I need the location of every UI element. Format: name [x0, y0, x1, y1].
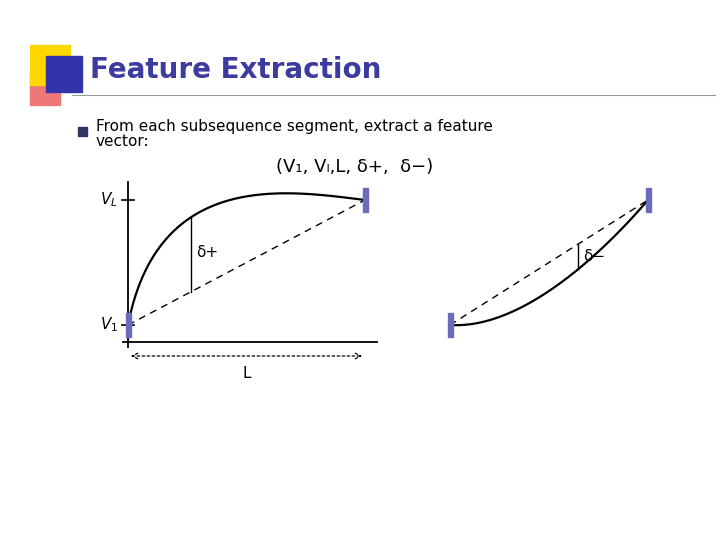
Bar [448, 313, 453, 337]
Text: From each subsequence segment, extract a feature: From each subsequence segment, extract a… [96, 119, 493, 134]
Bar [646, 188, 651, 212]
Bar [126, 313, 131, 337]
Text: (V₁, Vₗ,L, δ+,  δ−): (V₁, Vₗ,L, δ+, δ−) [276, 158, 433, 176]
Text: $V_1$: $V_1$ [100, 316, 118, 334]
Text: Feature Extraction: Feature Extraction [90, 56, 382, 84]
Bar [30, 45, 70, 85]
Bar [30, 75, 60, 105]
Text: $V_L$: $V_L$ [100, 191, 118, 210]
Text: δ−: δ− [583, 249, 606, 264]
Bar [46, 56, 82, 92]
Bar [78, 127, 87, 136]
Text: L: L [242, 366, 251, 381]
Text: δ+: δ+ [197, 245, 219, 260]
Text: vector:: vector: [96, 134, 150, 150]
Bar [363, 188, 368, 212]
